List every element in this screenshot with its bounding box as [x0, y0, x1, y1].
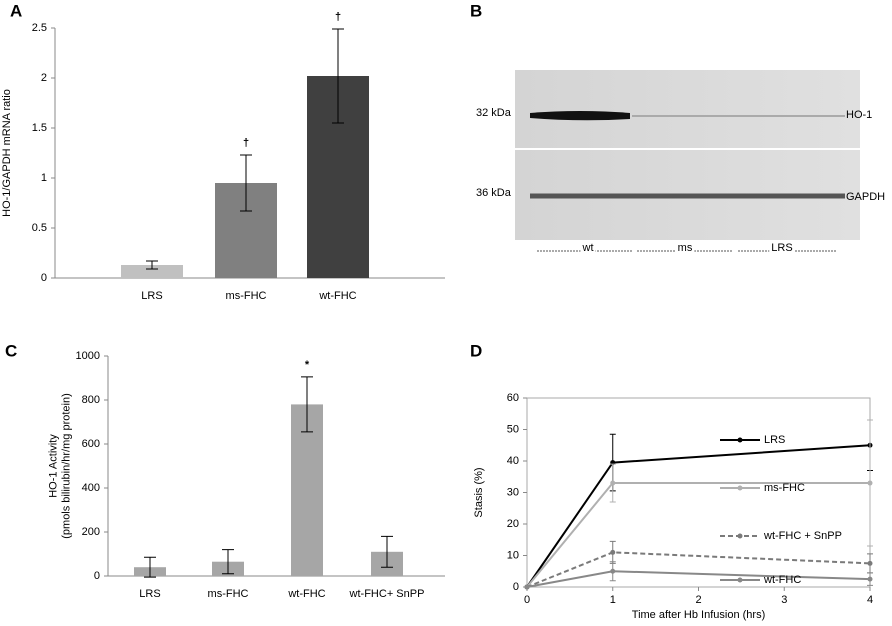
y-tick-label: 30: [507, 486, 519, 498]
band-strong: [530, 111, 630, 121]
annotation: †: [335, 11, 341, 23]
error-bar: [609, 561, 616, 582]
y-tick-label: 0: [94, 570, 100, 582]
error-bar: [144, 556, 156, 578]
legend-label: wt-FHC: [763, 574, 801, 586]
y-tick-label: 40: [507, 455, 519, 467]
panel-letter: A: [10, 1, 22, 20]
series-marker: [524, 584, 530, 590]
lane-group-label: ms: [678, 242, 693, 254]
series-line: [526, 444, 871, 588]
error-bar: [146, 260, 158, 270]
marker-label: 32 kDa: [476, 107, 512, 119]
x-tick-label: wt-FHC: [287, 588, 325, 600]
x-tick-label: ms-FHC: [226, 290, 267, 302]
x-tick-label: wt-FHC: [318, 290, 356, 302]
x-axis-label: Time after Hb Infusion (hrs): [632, 609, 765, 621]
bar: [121, 265, 183, 278]
y-tick-label: 10: [507, 549, 519, 561]
y-axis-label: HO-1 Activity: [47, 434, 59, 498]
legend-label: LRS: [764, 434, 785, 446]
bar: [291, 404, 323, 576]
series-line: [526, 551, 871, 588]
y-axis-label: Stasis (%): [473, 467, 485, 517]
x-tick-label: ms-FHC: [208, 588, 249, 600]
y-tick-label: 200: [82, 526, 100, 538]
lane-group-gap: [769, 246, 795, 254]
annotation: †: [243, 137, 249, 149]
band-label: HO-1: [846, 109, 872, 121]
error-bar: [867, 572, 873, 586]
y-tick-label: 2: [41, 72, 47, 84]
error-bar: [381, 535, 393, 568]
y-tick-label: 800: [82, 394, 100, 406]
y-tick-label: 20: [507, 518, 519, 530]
x-tick-label: LRS: [141, 290, 162, 302]
lane-group-gap: [675, 246, 695, 254]
y-tick-label: 400: [82, 482, 100, 494]
legend-marker: [737, 485, 743, 491]
blot-image: [515, 70, 860, 240]
x-tick-label: 4: [867, 594, 873, 606]
series-line: [526, 570, 871, 588]
error-bar: [609, 463, 616, 503]
y-tick-label: 1.5: [32, 122, 47, 134]
band-label: GAPDH: [846, 191, 885, 203]
panel-letter: D: [470, 341, 482, 360]
x-tick-label: wt-FHC+ SnPP: [349, 588, 425, 600]
error-bar: [222, 549, 234, 575]
plot-frame: [526, 397, 871, 588]
y-tick-label: 1: [41, 172, 47, 184]
lane-group-label: LRS: [771, 242, 792, 254]
y-tick-label: 1000: [76, 350, 100, 362]
marker-label: 36 kDa: [476, 187, 512, 199]
error-bar: [867, 419, 873, 547]
y-tick-label: 600: [82, 438, 100, 450]
y-tick-label: 0: [41, 272, 47, 284]
legend-marker: [737, 437, 743, 443]
error-bar: [240, 154, 252, 212]
x-tick-label: 0: [524, 594, 530, 606]
legend-marker: [737, 533, 743, 539]
lane-group-label: wt: [582, 242, 594, 254]
x-tick-label: LRS: [139, 588, 160, 600]
lane-group-gap: [580, 246, 596, 254]
y-tick-label: 50: [507, 423, 519, 435]
y-tick-label: 60: [507, 392, 519, 404]
y-axis-label: (pmols bilirubin/hr/mg protein): [60, 393, 72, 539]
legend-label: wt-FHC + SnPP: [763, 530, 842, 542]
panel-letter: B: [470, 1, 482, 20]
x-tick-label: 1: [610, 594, 616, 606]
y-tick-label: 0.5: [32, 222, 47, 234]
annotation: *: [305, 359, 310, 371]
y-tick-label: 0: [513, 581, 519, 593]
x-tick-label: 2: [695, 594, 701, 606]
x-tick-label: 3: [781, 594, 787, 606]
error-bar: [301, 376, 313, 433]
panel-letter: C: [5, 341, 17, 360]
error-bar: [332, 28, 344, 124]
y-tick-label: 2.5: [32, 22, 47, 34]
legend-label: ms-FHC: [764, 482, 805, 494]
y-axis-label: HO-1/GAPDH mRNA ratio: [1, 89, 13, 217]
legend-marker: [737, 577, 743, 583]
